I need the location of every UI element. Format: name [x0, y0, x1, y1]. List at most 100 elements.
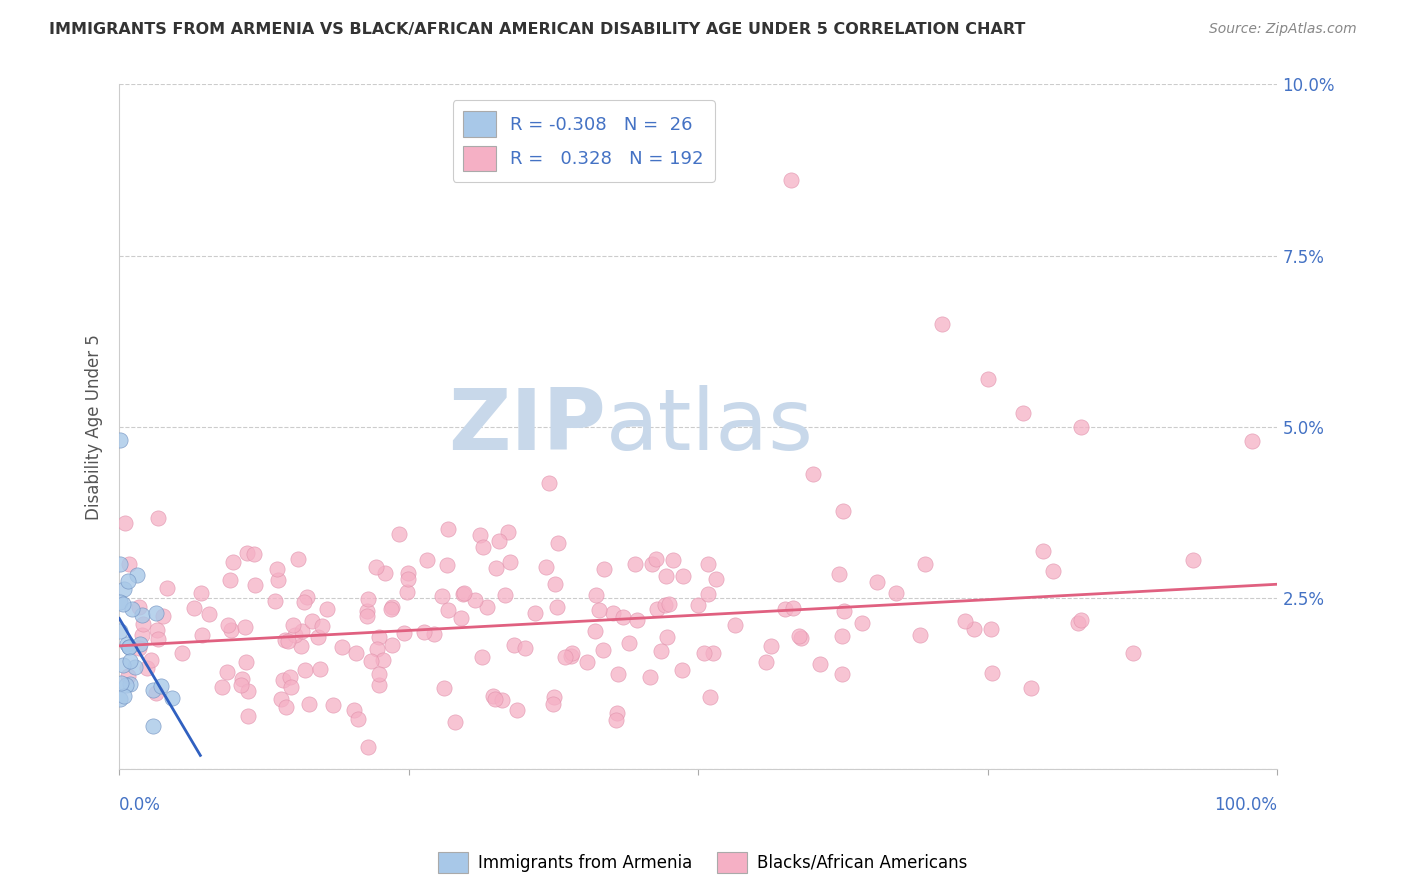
Point — [117, 636, 139, 650]
Point — [222, 555, 245, 569]
Point — [308, 662, 330, 676]
Point — [1011, 406, 1033, 420]
Point — [671, 663, 693, 677]
Point — [364, 560, 387, 574]
Point — [110, 624, 132, 639]
Point — [110, 691, 132, 706]
Point — [235, 655, 257, 669]
Point — [585, 588, 607, 602]
Point — [298, 698, 321, 712]
Point — [149, 679, 172, 693]
Point — [655, 569, 678, 583]
Point — [451, 587, 474, 601]
Point — [576, 656, 599, 670]
Point — [190, 586, 212, 600]
Point — [503, 638, 526, 652]
Point — [886, 586, 908, 600]
Point — [367, 667, 389, 681]
Point — [724, 617, 747, 632]
Point — [118, 640, 141, 654]
Point — [865, 574, 887, 589]
Point — [274, 633, 297, 648]
Point — [266, 562, 288, 576]
Point — [790, 631, 813, 645]
Point — [759, 639, 782, 653]
Legend: Immigrants from Armenia, Blacks/African Americans: Immigrants from Armenia, Blacks/African … — [432, 846, 974, 880]
Point — [117, 574, 139, 588]
Point — [347, 712, 370, 726]
Point — [373, 653, 395, 667]
Point — [357, 739, 380, 754]
Point — [287, 552, 309, 566]
Point — [219, 573, 242, 587]
Point — [672, 569, 695, 583]
Point — [953, 614, 976, 628]
Point — [488, 533, 510, 548]
Point — [322, 698, 344, 712]
Point — [142, 719, 165, 733]
Point — [142, 683, 165, 698]
Point — [215, 665, 238, 679]
Text: atlas: atlas — [606, 385, 814, 468]
Point — [543, 697, 565, 711]
Point — [413, 624, 436, 639]
Point — [128, 600, 150, 615]
Point — [374, 566, 396, 580]
Point — [560, 648, 582, 663]
Point — [468, 528, 491, 542]
Point — [1019, 681, 1042, 696]
Point — [626, 613, 648, 627]
Point — [491, 692, 513, 706]
Point — [121, 601, 143, 615]
Point — [118, 677, 141, 691]
Point — [782, 601, 804, 615]
Point — [290, 640, 312, 654]
Point — [162, 691, 184, 706]
Point — [217, 618, 239, 632]
Point — [127, 568, 149, 582]
Point — [931, 317, 953, 331]
Point — [436, 522, 458, 536]
Point — [110, 595, 132, 609]
Point — [236, 684, 259, 698]
Point — [706, 573, 728, 587]
Point — [645, 602, 668, 616]
Point — [831, 667, 853, 681]
Point — [801, 467, 824, 482]
Point — [606, 667, 628, 681]
Point — [980, 622, 1002, 636]
Point — [291, 624, 314, 638]
Text: IMMIGRANTS FROM ARMENIA VS BLACK/AFRICAN AMERICAN DISABILITY AGE UNDER 5 CORRELA: IMMIGRANTS FROM ARMENIA VS BLACK/AFRICAN… — [49, 22, 1025, 37]
Point — [131, 608, 153, 623]
Point — [229, 678, 252, 692]
Point — [131, 627, 153, 641]
Point — [450, 611, 472, 625]
Point — [277, 633, 299, 648]
Point — [111, 657, 134, 672]
Point — [494, 588, 516, 602]
Point — [231, 672, 253, 686]
Point — [292, 595, 315, 609]
Point — [592, 642, 614, 657]
Point — [686, 599, 709, 613]
Point — [367, 630, 389, 644]
Point — [301, 614, 323, 628]
Point — [274, 700, 297, 714]
Point — [1182, 553, 1205, 567]
Point — [316, 602, 339, 616]
Point — [294, 663, 316, 677]
Point — [356, 604, 378, 618]
Point — [211, 681, 233, 695]
Point — [388, 527, 411, 541]
Point — [697, 557, 720, 571]
Point — [543, 690, 565, 704]
Point — [139, 652, 162, 666]
Point — [392, 625, 415, 640]
Point — [198, 607, 221, 622]
Point — [381, 638, 404, 652]
Point — [416, 553, 439, 567]
Point — [602, 607, 624, 621]
Point — [112, 689, 135, 703]
Point — [605, 713, 627, 727]
Point — [115, 678, 138, 692]
